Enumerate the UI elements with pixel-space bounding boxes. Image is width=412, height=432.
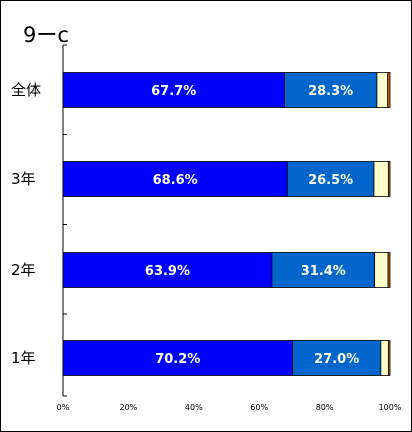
labels: 0% 20% 40% 60% 80% 100% 全体 67.7% 28.3% 3年 68.6% 26.… bbox=[11, 81, 402, 412]
bar-1-series-3 bbox=[387, 161, 391, 197]
bar-2-series-2 bbox=[374, 252, 389, 288]
x-tick-label-5: 100% bbox=[379, 403, 402, 412]
bar-1-series-1 bbox=[286, 161, 375, 197]
bar-3-series-0 bbox=[62, 340, 293, 376]
bar-3-series-2 bbox=[380, 340, 389, 376]
bar-3-series-1 bbox=[292, 340, 382, 376]
bars bbox=[62, 72, 391, 376]
bar-1-series-2 bbox=[373, 161, 389, 197]
bar-3-series-3 bbox=[387, 340, 391, 376]
category-label-1: 3年 bbox=[11, 170, 36, 188]
bar-2-series-0 bbox=[62, 252, 273, 288]
data-label-3-series-0: 70.2% bbox=[155, 352, 200, 367]
bar-0-series-1 bbox=[283, 72, 378, 108]
category-label-0: 全体 bbox=[11, 81, 41, 99]
x-tick-label-3: 60% bbox=[250, 403, 268, 412]
category-label-2: 2年 bbox=[11, 261, 36, 279]
bar-1-series-0 bbox=[62, 161, 288, 197]
data-label-1-series-1: 26.5% bbox=[308, 173, 353, 188]
data-label-2-series-1: 31.4% bbox=[301, 264, 346, 279]
data-label-2-series-0: 63.9% bbox=[145, 264, 190, 279]
x-tick-label-2: 40% bbox=[185, 403, 203, 412]
bar-2-series-3 bbox=[387, 252, 391, 288]
data-label-3-series-1: 27.0% bbox=[314, 352, 359, 367]
bar-2-series-1 bbox=[271, 252, 376, 288]
x-tick-label-0: 0% bbox=[57, 403, 70, 412]
bar-0-series-2 bbox=[376, 72, 389, 108]
data-label-0-series-0: 67.7% bbox=[151, 84, 196, 99]
bar-0-series-3 bbox=[387, 72, 391, 108]
category-label-3: 1年 bbox=[11, 349, 36, 367]
data-label-1-series-0: 68.6% bbox=[153, 173, 198, 188]
x-tick-label-1: 20% bbox=[120, 403, 138, 412]
x-tick-label-4: 80% bbox=[316, 403, 334, 412]
data-label-0-series-1: 28.3% bbox=[308, 84, 353, 99]
chart-title: 9ーc bbox=[23, 23, 69, 47]
